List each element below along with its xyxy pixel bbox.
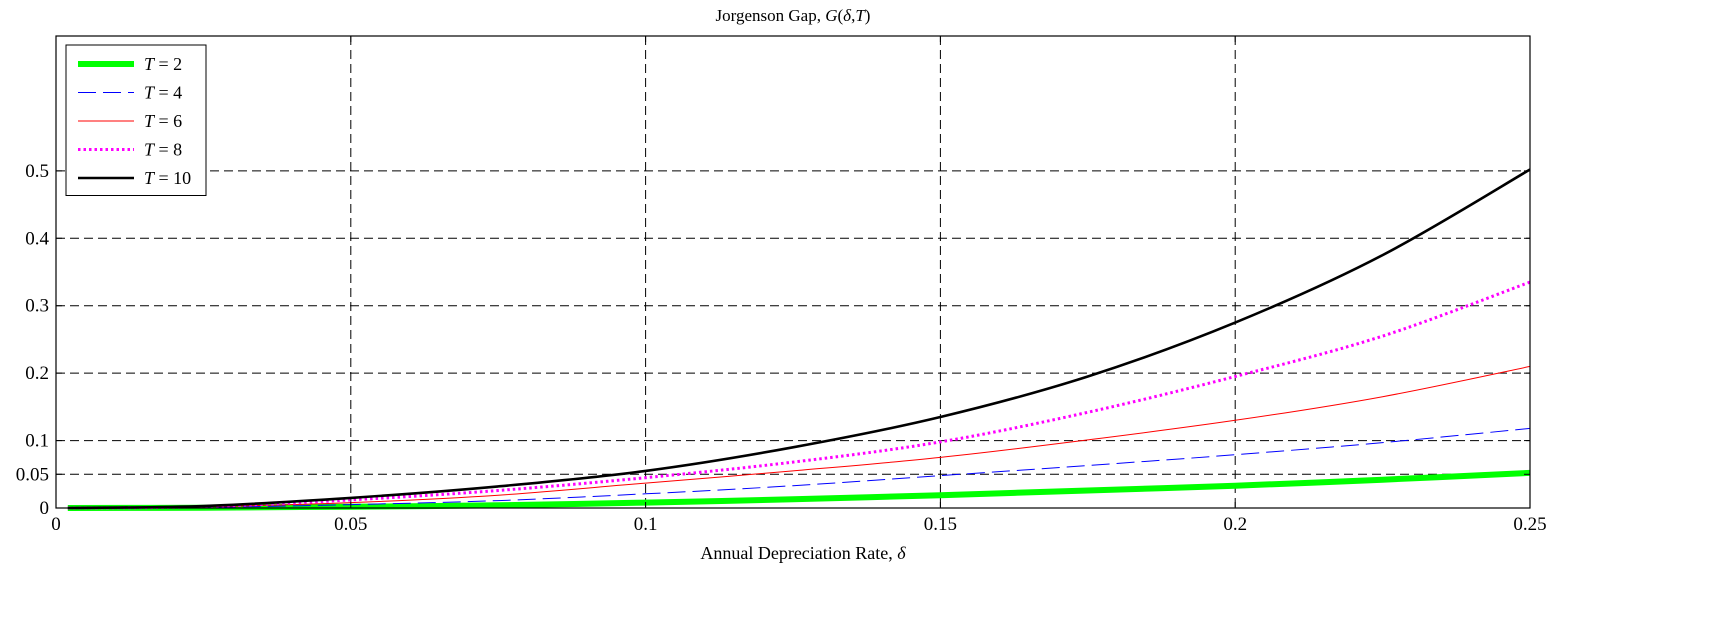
x-axis-label: Annual Depreciation Rate, δ: [700, 543, 906, 563]
chart-title: Jorgenson Gap, G(δ,T): [716, 6, 871, 25]
legend-label: T = 10: [144, 168, 191, 188]
series-line-T-6: [67, 365, 1531, 509]
y-tick-label: 0.4: [25, 228, 49, 249]
x-axis-label-text: Annual Depreciation Rate, δ: [700, 543, 906, 563]
series-lines: [67, 168, 1531, 511]
x-tick-label: 0: [51, 514, 61, 535]
x-tick-label: 0.15: [924, 514, 957, 535]
y-tick-label: 0.1: [25, 431, 49, 452]
y-tick-label: 0.5: [25, 161, 49, 182]
series-line-T-8: [67, 280, 1531, 510]
x-tick-label: 0.1: [634, 514, 658, 535]
legend-label: T = 8: [144, 140, 182, 160]
series-line-T-4: [67, 427, 1531, 509]
x-tick-label: 0.25: [1513, 514, 1546, 535]
chart-title-text: Jorgenson Gap, G(δ,T): [716, 6, 871, 25]
y-tick-label: 0.3: [25, 296, 49, 317]
series-line-T-2: [67, 469, 1531, 511]
legend-box: [65, 44, 207, 196]
legend-label: T = 6: [144, 111, 182, 131]
y-tick-label: 0: [40, 498, 50, 519]
y-tick-label: 0.05: [16, 464, 49, 485]
x-tick-label: 0.2: [1223, 514, 1247, 535]
y-tick-label: 0.2: [25, 363, 49, 384]
grid: [56, 36, 1530, 508]
legend-label: T = 4: [144, 83, 182, 103]
x-tick-label: 0.05: [334, 514, 367, 535]
plot-frame: [55, 35, 1531, 509]
legend-label: T = 2: [144, 54, 182, 74]
legend: T = 2 T = 4 T = 6 T = 8 T = 10: [65, 44, 207, 196]
series-line-T-10: [67, 168, 1531, 510]
axis-ticks: 0 0.05 0.1 0.15 0.2 0.25 0 0.05 0.1 0.2 0.3 0.4 0.5: [16, 36, 1547, 535]
